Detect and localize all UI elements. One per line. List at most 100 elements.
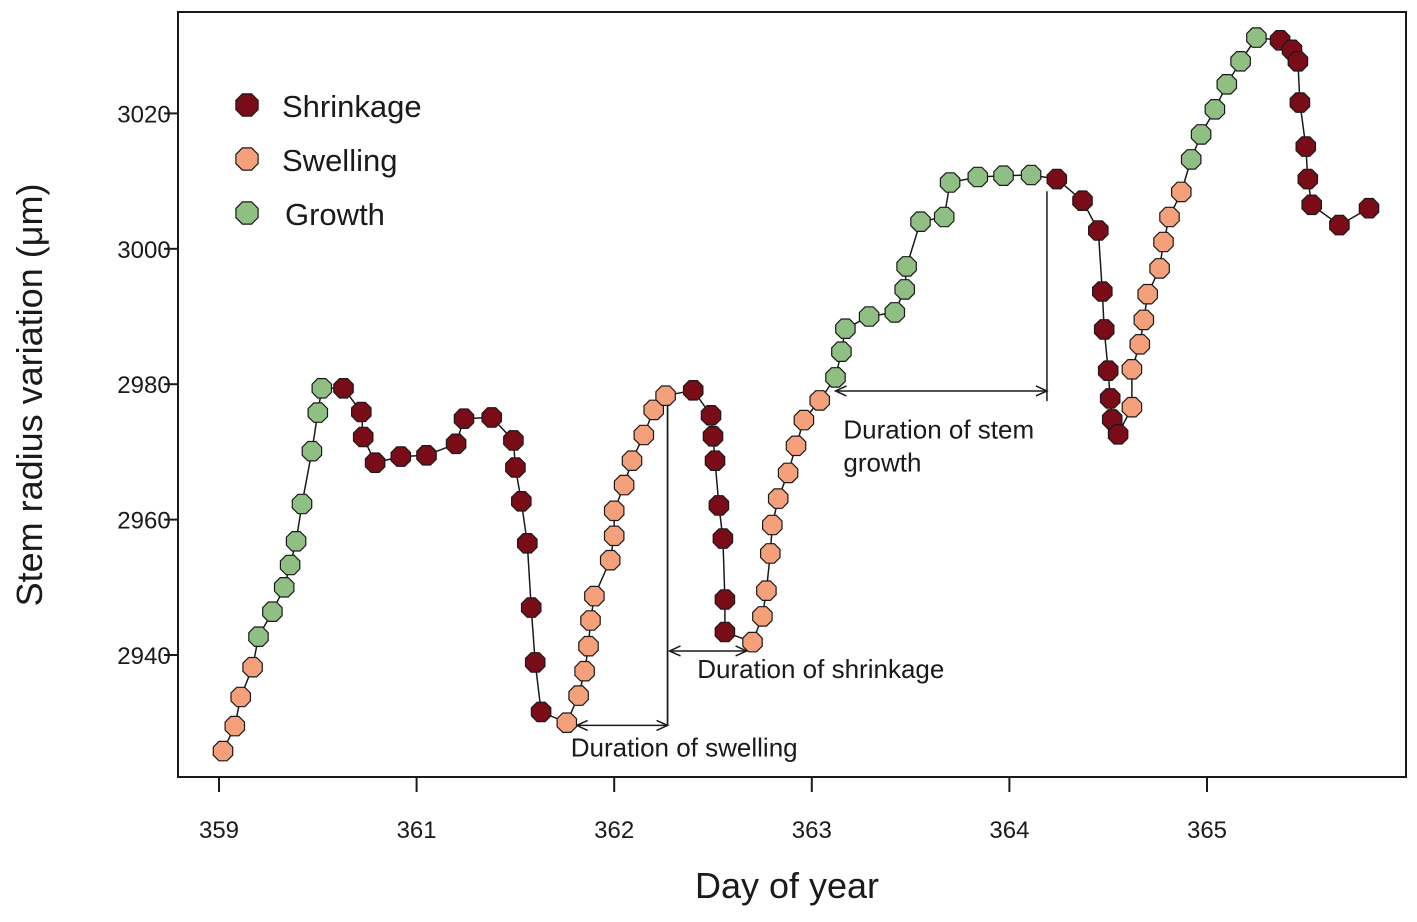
point-shrinkage-101 — [1287, 50, 1309, 72]
point-shrinkage-103 — [1295, 136, 1317, 157]
annotation-arrowhead-right-shrinkage — [735, 645, 749, 657]
point-growth-62 — [825, 367, 846, 388]
point-swelling-4 — [242, 656, 263, 678]
point-swelling-84 — [1121, 396, 1143, 418]
point-shrinkage-46 — [702, 426, 724, 447]
y-tick-label-3020: 3020 — [117, 101, 170, 128]
point-shrinkage-104 — [1297, 168, 1319, 190]
point-shrinkage-27 — [520, 597, 542, 618]
x-tick-label-362: 362 — [594, 817, 634, 844]
y-tick-label-2960: 2960 — [117, 508, 170, 535]
point-swelling-86 — [1129, 334, 1151, 355]
point-growth-97 — [1230, 50, 1251, 72]
point-shrinkage-28 — [524, 652, 546, 673]
point-swelling-60 — [793, 409, 815, 431]
point-growth-98 — [1246, 27, 1267, 48]
y-tick-label-3000: 3000 — [117, 237, 170, 264]
point-growth-6 — [262, 601, 283, 623]
x-axis: 359 361 362 363 364 365 — [199, 777, 1227, 844]
data-points — [212, 27, 1380, 762]
point-swelling-85 — [1121, 359, 1143, 380]
point-swelling-59 — [785, 435, 807, 457]
point-shrinkage-51 — [714, 621, 736, 643]
point-shrinkage-29 — [530, 701, 552, 723]
annotation-label-swelling: Duration of swelling — [571, 733, 798, 763]
point-swelling-89 — [1149, 258, 1170, 279]
point-growth-13 — [311, 378, 333, 399]
annotation-arrowhead-left-shrinkage — [667, 645, 681, 657]
point-shrinkage-25 — [511, 491, 532, 512]
point-shrinkage-15 — [351, 401, 372, 423]
point-growth-94 — [1190, 124, 1212, 145]
point-swelling-56 — [761, 514, 783, 536]
point-shrinkage-22 — [481, 407, 502, 428]
point-shrinkage-14 — [333, 378, 354, 399]
point-swelling-87 — [1133, 309, 1155, 331]
point-growth-65 — [858, 306, 880, 327]
point-shrinkage-20 — [445, 433, 467, 455]
y-tick-label-2980: 2980 — [117, 372, 170, 399]
point-swelling-32 — [574, 660, 595, 682]
point-shrinkage-80 — [1097, 360, 1119, 381]
point-shrinkage-49 — [712, 528, 734, 549]
point-growth-12 — [307, 402, 329, 423]
point-growth-70 — [933, 206, 955, 228]
point-growth-66 — [884, 302, 906, 323]
x-axis-title: Day of year — [695, 865, 879, 906]
point-shrinkage-79 — [1093, 319, 1115, 340]
point-growth-93 — [1180, 149, 1202, 170]
point-swelling-53 — [752, 606, 773, 627]
legend-marker-swelling — [235, 147, 259, 171]
annotation-label-growth-2: growth — [843, 447, 921, 477]
point-swelling-31 — [568, 685, 589, 706]
point-swelling-88 — [1137, 283, 1159, 305]
point-shrinkage-75 — [1046, 168, 1068, 190]
annotation-arrowhead-left-growth — [833, 385, 847, 397]
x-tick-label-361: 361 — [397, 817, 437, 844]
point-growth-67 — [894, 279, 916, 300]
plot-frame — [177, 11, 1407, 778]
point-shrinkage-21 — [453, 408, 475, 429]
point-shrinkage-77 — [1087, 220, 1109, 241]
point-growth-8 — [279, 554, 301, 576]
point-growth-10 — [291, 493, 313, 515]
point-shrinkage-44 — [682, 380, 704, 401]
point-swelling-33 — [578, 635, 599, 657]
point-swelling-34 — [580, 610, 601, 631]
point-swelling-37 — [603, 525, 625, 547]
legend-label-swelling: Swelling — [282, 143, 397, 178]
point-shrinkage-102 — [1289, 92, 1311, 113]
point-growth-69 — [910, 211, 931, 232]
annotation-swelling: Duration of swelling — [571, 395, 798, 763]
point-shrinkage-81 — [1099, 388, 1121, 409]
point-swelling-91 — [1159, 206, 1180, 228]
point-swelling-39 — [613, 474, 635, 496]
x-tick-label-359: 359 — [199, 817, 239, 844]
point-shrinkage-26 — [516, 532, 538, 554]
point-shrinkage-48 — [708, 495, 730, 516]
legend: Shrinkage Swelling Growth — [235, 89, 422, 232]
point-shrinkage-106 — [1329, 214, 1350, 236]
point-shrinkage-107 — [1358, 197, 1380, 219]
point-swelling-35 — [584, 585, 605, 607]
point-swelling-90 — [1153, 231, 1174, 253]
legend-marker-growth — [235, 201, 259, 225]
y-axis: 2940 2960 2980 3000 3020 — [117, 101, 178, 670]
point-growth-68 — [896, 256, 917, 277]
annotation-shrinkage: Duration of shrinkage — [666, 395, 944, 726]
point-swelling-43 — [655, 385, 676, 406]
point-swelling-92 — [1170, 181, 1192, 203]
point-shrinkage-78 — [1091, 281, 1113, 302]
point-shrinkage-105 — [1301, 194, 1323, 216]
legend-marker-shrinkage — [235, 93, 259, 117]
point-swelling-52 — [742, 631, 763, 653]
point-swelling-55 — [759, 543, 781, 564]
y-axis-title: Stem radius variation (μm) — [9, 184, 50, 607]
point-growth-63 — [831, 341, 852, 362]
x-tick-label-365: 365 — [1187, 817, 1227, 844]
point-growth-74 — [1020, 164, 1042, 186]
point-growth-64 — [835, 318, 856, 339]
annotation-label-shrinkage: Duration of shrinkage — [697, 654, 944, 684]
point-swelling-1 — [212, 740, 234, 762]
point-swelling-41 — [633, 424, 655, 446]
